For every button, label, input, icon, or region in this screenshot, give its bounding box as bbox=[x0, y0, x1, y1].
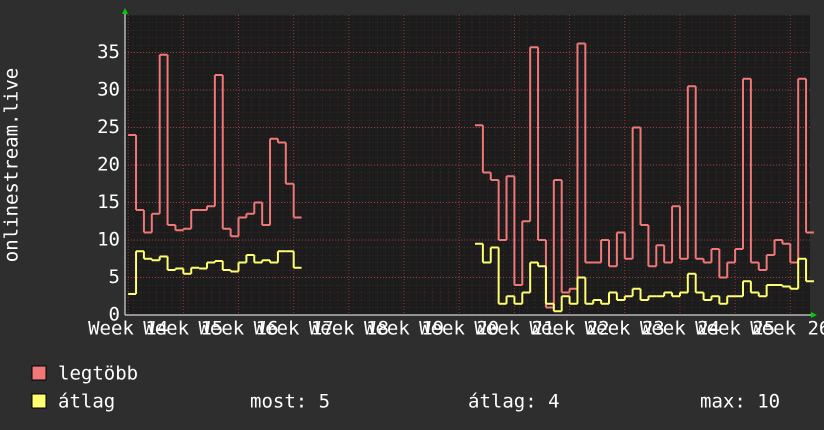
x-tick-label: Week 26 bbox=[750, 318, 824, 340]
y-arrow bbox=[122, 8, 128, 14]
x-tick-label: Week 14 bbox=[88, 318, 168, 340]
y-tick-label: 0 bbox=[109, 304, 120, 326]
stat: átlag: 4 bbox=[468, 391, 560, 413]
y-tick-label: 30 bbox=[97, 79, 120, 101]
legend-label: átlag bbox=[58, 391, 115, 413]
x-arrow bbox=[811, 312, 817, 318]
y-tick-label: 5 bbox=[109, 266, 120, 288]
legend-swatch bbox=[31, 393, 47, 409]
x-tick-label: Week 22 bbox=[530, 318, 610, 340]
y-tick-label: 15 bbox=[97, 191, 120, 213]
stat: most: 5 bbox=[250, 391, 330, 413]
x-tick-label: Week 24 bbox=[640, 318, 720, 340]
x-tick-label: Week 17 bbox=[254, 318, 334, 340]
x-tick-label: Week 25 bbox=[695, 318, 775, 340]
y-tick-label: 20 bbox=[97, 154, 120, 176]
x-tick-label: Week 16 bbox=[198, 318, 278, 340]
x-tick-label: Week 20 bbox=[419, 318, 499, 340]
legend-swatch bbox=[31, 365, 47, 381]
x-tick-label: Week 21 bbox=[474, 318, 554, 340]
stat: max: 10 bbox=[700, 391, 780, 413]
y-axis-label: onlinestream.live bbox=[1, 68, 23, 262]
x-tick-label: Week 19 bbox=[364, 318, 444, 340]
y-tick-label: 25 bbox=[97, 116, 120, 138]
y-tick-label: 35 bbox=[97, 41, 120, 63]
legend-label: legtöbb bbox=[58, 363, 138, 385]
y-tick-label: 10 bbox=[97, 229, 120, 251]
x-tick-label: Week 18 bbox=[309, 318, 389, 340]
x-tick-label: Week 15 bbox=[143, 318, 223, 340]
x-tick-label: Week 23 bbox=[585, 318, 665, 340]
marks bbox=[128, 42, 814, 313]
